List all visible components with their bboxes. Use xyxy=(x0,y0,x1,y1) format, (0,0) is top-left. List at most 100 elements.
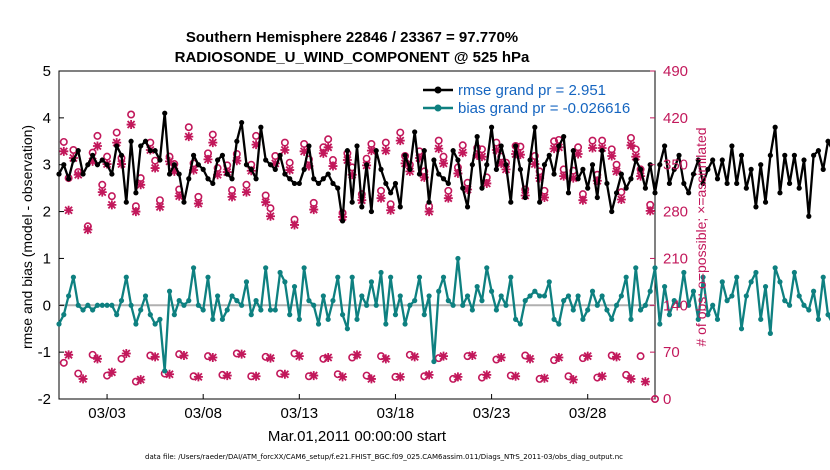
obs-assimilated-marker xyxy=(458,148,468,158)
obs-assimilated-marker xyxy=(434,144,444,154)
bias-point xyxy=(532,288,538,294)
bias-point xyxy=(431,358,437,365)
rmse-point xyxy=(277,152,283,158)
bias-point xyxy=(205,274,211,280)
obs-assimilated-marker xyxy=(88,156,98,166)
obs-assimilated-marker xyxy=(395,372,405,382)
bias-point xyxy=(210,316,216,322)
bias-point xyxy=(508,274,514,280)
rmse-point xyxy=(412,129,418,135)
rmse-point xyxy=(556,143,562,149)
obs-assimilated-glyph xyxy=(131,207,141,217)
obs-assimilated-marker xyxy=(597,143,607,153)
bias-point xyxy=(147,312,153,318)
bias-point xyxy=(66,293,72,299)
obs-assimilated-marker xyxy=(251,371,261,381)
bias-point xyxy=(623,274,629,280)
obs-assimilated-marker xyxy=(477,152,487,162)
obs-assimilated-marker xyxy=(251,140,261,150)
bias-point xyxy=(354,316,360,322)
obs-possible-marker xyxy=(208,130,217,139)
rmse-point xyxy=(734,180,740,187)
bias-point xyxy=(801,302,807,308)
obs-assimilated-marker xyxy=(189,165,199,175)
bias-point xyxy=(344,326,350,332)
bias-point xyxy=(186,298,192,304)
obs-assimilated-glyph xyxy=(439,351,449,361)
obs-assimilated-glyph xyxy=(179,350,189,360)
y-tick-label: 0 xyxy=(43,297,51,314)
obs-assimilated-glyph xyxy=(304,161,314,171)
bias-point xyxy=(565,293,572,299)
obs-assimilated-glyph xyxy=(97,187,107,197)
rmse-point xyxy=(686,190,692,196)
rmse-point xyxy=(440,176,447,182)
obs-assimilated-marker xyxy=(126,120,136,130)
bias-point xyxy=(690,288,697,294)
rmse-point xyxy=(128,138,134,144)
bias-point xyxy=(364,302,370,308)
obs-assimilated-marker xyxy=(232,156,242,166)
obs-assimilated-glyph xyxy=(539,373,549,383)
bias-point xyxy=(152,321,158,327)
obs-assimilated-marker xyxy=(463,184,473,194)
bias-point xyxy=(109,302,115,308)
rmse-point xyxy=(335,185,341,191)
bias-point xyxy=(455,255,461,262)
obs-assimilated-marker xyxy=(592,176,602,186)
obs-assimilated-marker xyxy=(318,148,328,158)
bias-point xyxy=(402,321,408,327)
obs-assimilated-marker xyxy=(179,350,189,360)
bias-point xyxy=(637,307,644,313)
obs-assimilated-glyph xyxy=(636,171,646,181)
obs-assimilated-marker xyxy=(112,138,122,148)
obs-assimilated-marker xyxy=(366,374,376,384)
bias-point xyxy=(85,302,91,308)
rmse-point xyxy=(109,171,115,177)
obs-assimilated-glyph xyxy=(328,161,338,171)
bias-point xyxy=(484,265,490,271)
obs-assimilated-marker xyxy=(131,207,141,217)
rmse-point xyxy=(90,152,96,158)
obs-assimilated-glyph xyxy=(251,140,261,150)
bias-point xyxy=(618,293,624,299)
obs-assimilated-glyph xyxy=(189,165,199,175)
bias-point xyxy=(436,288,442,294)
obs-assimilated-glyph xyxy=(631,152,641,162)
rmse-point xyxy=(513,143,519,149)
bias-point xyxy=(556,321,562,327)
bias-point xyxy=(388,274,394,280)
rmse-point xyxy=(70,157,77,163)
bias-point xyxy=(594,302,600,308)
obs-assimilated-glyph xyxy=(213,170,223,180)
bias-point xyxy=(176,298,182,304)
bias-point xyxy=(719,279,725,285)
bias-point xyxy=(359,293,365,299)
rmse-point xyxy=(138,143,144,149)
x-tick-label: 03/28 xyxy=(569,405,607,422)
rmse-point xyxy=(210,180,216,187)
obs-assimilated-glyph xyxy=(597,371,607,381)
rmse-point xyxy=(114,143,120,149)
obs-assimilated-glyph xyxy=(241,187,251,197)
rmse-point xyxy=(205,176,211,182)
obs-assimilated-glyph xyxy=(578,195,588,205)
y-tick-label: -1 xyxy=(38,344,51,361)
bias-point xyxy=(287,312,293,318)
obs-assimilated-marker xyxy=(328,161,338,171)
bias-point xyxy=(796,293,802,299)
obs-assimilated-marker xyxy=(588,143,598,153)
obs-possible-marker xyxy=(324,135,333,144)
rmse-point xyxy=(215,157,221,163)
obs-assimilated-glyph xyxy=(491,145,501,155)
obs-possible-marker xyxy=(622,370,631,379)
obs-possible-marker xyxy=(88,350,97,359)
obs-assimilated-marker xyxy=(381,354,391,364)
rmse-point xyxy=(306,143,312,149)
obs-assimilated-glyph xyxy=(616,195,626,205)
rmse-point xyxy=(508,199,514,205)
bias-point xyxy=(513,316,519,322)
obs-possible-marker xyxy=(381,138,390,147)
rmse-point xyxy=(637,166,644,172)
